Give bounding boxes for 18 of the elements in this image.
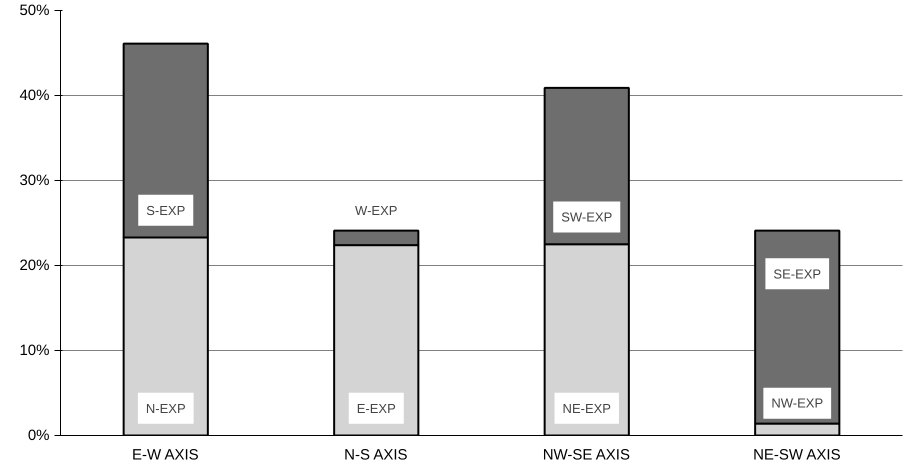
- y-tick-label: 20%: [19, 257, 50, 274]
- y-tick-label: 10%: [19, 342, 50, 359]
- data-label: N-EXP: [146, 400, 186, 416]
- x-tick-label: NE-SW AXIS: [753, 446, 841, 464]
- x-tick-label: N-S AXIS: [344, 446, 408, 464]
- data-label: E-EXP: [356, 400, 396, 416]
- data-label: S-EXP: [146, 202, 186, 218]
- x-tick-label: E-W AXIS: [132, 446, 199, 464]
- y-tick-label: 30%: [19, 172, 50, 189]
- y-tick-label: 50%: [19, 2, 50, 19]
- data-label: SW-EXP: [561, 210, 612, 225]
- data-label: SE-EXP: [773, 266, 822, 282]
- data-label: NW-EXP: [771, 396, 824, 411]
- data-label: W-EXP: [355, 202, 398, 218]
- y-tick-label: 0%: [28, 427, 50, 444]
- x-tick-label: NW-SE AXIS: [542, 446, 630, 464]
- data-label: NE-EXP: [562, 400, 611, 416]
- y-tick-label: 40%: [19, 87, 50, 104]
